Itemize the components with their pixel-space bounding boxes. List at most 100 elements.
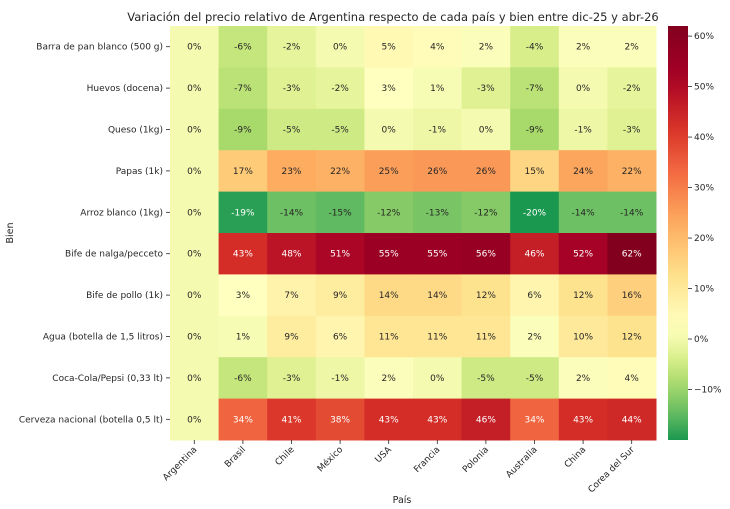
cell-value-label: 0% <box>187 333 202 343</box>
cell-value-label: -3% <box>623 126 641 136</box>
cell-value-label: -7% <box>526 84 544 94</box>
cell-value-label: 24% <box>573 167 593 177</box>
cell-value-label: 16% <box>622 291 642 301</box>
y-tick-label: Cerveza nacional (botella 0,5 lt) <box>19 415 163 425</box>
cell-value-label: 2% <box>479 43 494 53</box>
cell-value-label: -19% <box>231 208 255 218</box>
cell-value-label: 6% <box>333 333 348 343</box>
cell-value-label: -1% <box>574 126 592 136</box>
cell-value-label: 11% <box>476 333 496 343</box>
heatmap-cell <box>315 357 365 400</box>
heatmap-cell <box>364 191 414 234</box>
cell-value-label: -9% <box>234 126 252 136</box>
heatmap-cell <box>558 357 608 400</box>
y-tick-label: Coca-Cola/Pepsi (0,33 lt) <box>52 374 163 384</box>
cell-value-label: 4% <box>430 43 445 53</box>
cell-value-label: -2% <box>623 84 641 94</box>
cell-value-label: 7% <box>284 291 299 301</box>
colorbar-ticks: −10% 0% 10% 20% 30% 40% 50% 60% <box>688 32 722 396</box>
cell-value-label: -20% <box>523 208 547 218</box>
heatmap-cell <box>267 315 317 358</box>
cell-value-label: 10% <box>573 333 593 343</box>
colorbar-tick-label: 60% <box>694 32 714 42</box>
cell-value-label: 43% <box>573 415 593 425</box>
heatmap-cell <box>461 398 511 441</box>
heatmap-cell <box>364 357 414 400</box>
cell-value-label: 46% <box>476 415 496 425</box>
cell-value-label: 3% <box>236 291 251 301</box>
heatmap-cell <box>218 67 268 110</box>
colorbar-tick-label: 10% <box>694 285 714 295</box>
heatmap-cell <box>315 233 365 275</box>
cell-value-label: 0% <box>187 167 202 177</box>
heatmap-cell <box>218 108 268 151</box>
heatmap-cell <box>510 191 560 234</box>
heatmap-cell <box>315 150 365 193</box>
cell-value-label: 0% <box>187 126 202 136</box>
cell-value-label: 46% <box>524 250 544 260</box>
heatmap-cell <box>461 150 511 193</box>
heatmap-cell <box>510 357 560 400</box>
y-tick-labels: Barra de pan blanco (500 g) Huevos (docen… <box>19 43 170 425</box>
heatmap-cell <box>510 150 560 193</box>
cell-value-label: 9% <box>284 333 299 343</box>
x-tick-label: China <box>563 445 588 470</box>
colorbar-tick-label: 50% <box>694 83 714 93</box>
y-tick-label: Bife de nalga/pecceto <box>65 250 164 260</box>
cell-value-label: 11% <box>379 333 399 343</box>
heatmap-cell <box>607 233 657 275</box>
heatmap-cell <box>267 191 317 234</box>
heatmap-cell <box>558 150 608 193</box>
heatmap-cell <box>170 233 220 275</box>
cell-value-label: 11% <box>427 333 447 343</box>
heatmap-cell <box>607 150 657 193</box>
cell-value-label: -14% <box>571 208 595 218</box>
cell-value-label: 0% <box>187 84 202 94</box>
cell-value-label: 2% <box>382 374 397 384</box>
heatmap-cell <box>510 108 560 151</box>
cell-value-label: 43% <box>233 250 253 260</box>
cell-value-label: 0% <box>187 415 202 425</box>
colorbar-tick-label: 20% <box>694 234 714 244</box>
heatmap-cell <box>510 233 560 275</box>
cell-value-label: 44% <box>622 415 642 425</box>
cell-value-label: -6% <box>234 374 252 384</box>
heatmap-cell <box>315 26 365 68</box>
heatmap-cell <box>510 315 560 358</box>
cell-value-label: -5% <box>477 374 495 384</box>
heatmap-cell <box>170 26 220 68</box>
heatmap-cell <box>267 233 317 275</box>
heatmap-cell <box>267 26 317 68</box>
heatmap-cell <box>267 150 317 193</box>
cell-value-label: 22% <box>622 167 642 177</box>
cell-value-label: 55% <box>427 250 447 260</box>
cell-value-label: 2% <box>576 43 591 53</box>
heatmap-cell <box>607 26 657 68</box>
cell-value-label: 0% <box>187 291 202 301</box>
y-tick-label: Bife de pollo (1k) <box>86 291 163 301</box>
cell-value-label: -6% <box>234 43 252 53</box>
cell-value-label: -13% <box>426 208 450 218</box>
y-tick-label: Huevos (docena) <box>87 84 163 94</box>
cell-value-label: 23% <box>281 167 301 177</box>
heatmap-cell <box>607 274 657 317</box>
heatmap-cell <box>558 315 608 358</box>
y-tick-label: Queso (1kg) <box>108 126 163 136</box>
heatmap-cell <box>413 233 463 275</box>
heatmap-cell <box>558 191 608 234</box>
y-tick-label: Barra de pan blanco (500 g) <box>36 43 163 53</box>
cell-value-label: -1% <box>429 126 447 136</box>
heatmap-cell <box>607 357 657 400</box>
heatmap-cell <box>170 108 220 151</box>
cell-value-label: 0% <box>576 84 591 94</box>
cell-value-label: 3% <box>382 84 397 94</box>
x-tick-label: Polonia <box>461 445 491 475</box>
heatmap-cell <box>170 398 220 441</box>
cell-value-label: 15% <box>524 167 544 177</box>
heatmap-cell <box>413 26 463 68</box>
heatmap-cell <box>607 398 657 441</box>
cell-value-label: 0% <box>187 208 202 218</box>
y-axis-label: Bien <box>5 222 16 243</box>
heatmap-cell <box>461 108 511 151</box>
cell-value-label: 48% <box>281 250 301 260</box>
